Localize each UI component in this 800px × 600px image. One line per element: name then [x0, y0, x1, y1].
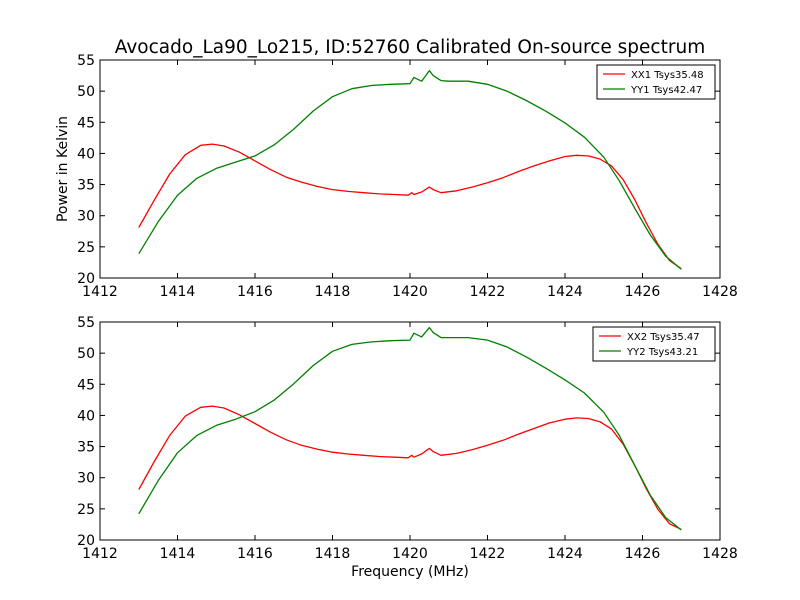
top-panel: 1412 1414 1416 1418 1420 1422 1424 1426 1428 20 25… [55, 53, 738, 300]
x-tick-label: 1416 [237, 546, 273, 562]
y-tick-label: 25 [77, 502, 95, 518]
x-tick-label: 1416 [237, 284, 273, 300]
legend: XX2 Tsys35.47 YY2 Tsys43.21 [592, 326, 716, 362]
x-axis-label: Frequency (MHz) [351, 564, 469, 580]
y-tick-label: 55 [77, 315, 95, 331]
y-tick-label: 25 [77, 240, 95, 256]
series-line-red [138, 143, 682, 270]
y-tick-label: 20 [77, 533, 95, 549]
x-tick-label: 1422 [470, 284, 506, 300]
x-tick-label: 1424 [547, 284, 583, 300]
x-tick-label: 1418 [315, 284, 351, 300]
y-tick-label: 55 [77, 53, 95, 69]
y-tick-label: 20 [77, 271, 95, 287]
y-tick-label: 45 [77, 377, 95, 393]
y-tick-label: 35 [77, 440, 95, 456]
legend-box [592, 326, 716, 362]
x-tick-label: 1414 [160, 546, 196, 562]
x-tick-label: 1412 [82, 546, 118, 562]
y-axis-label: Power in Kelvin [55, 116, 71, 222]
legend-label: XX1 Tsys35.48 [631, 70, 704, 81]
y-tick-label: 35 [77, 178, 95, 194]
x-tick-label: 1418 [315, 546, 351, 562]
legend-box [596, 64, 716, 100]
x-tick-label: 1426 [625, 284, 661, 300]
x-tick-label: 1428 [702, 546, 738, 562]
x-tick-label: 1420 [392, 546, 428, 562]
y-tick-label: 30 [77, 471, 95, 487]
x-tick-label: 1414 [160, 284, 196, 300]
legend-label: XX2 Tsys35.47 [627, 332, 700, 343]
y-tick-label: 50 [77, 346, 95, 362]
y-tick-label: 40 [77, 146, 95, 162]
legend-label: YY1 Tsys42.47 [630, 85, 702, 96]
y-tick-label: 40 [77, 408, 95, 424]
figure-title: Avocado_La90_Lo215, ID:52760 Calibrated … [115, 37, 705, 58]
x-tick-label: 1422 [470, 546, 506, 562]
x-tick-label: 1424 [547, 546, 583, 562]
legend-label: YY2 Tsys43.21 [626, 347, 698, 358]
x-tick-label: 1420 [392, 284, 428, 300]
x-tick-label: 1412 [82, 284, 118, 300]
x-tick-label: 1426 [625, 546, 661, 562]
bottom-panel: 1412 1414 1416 1418 1420 1422 1424 1426 1428 20 25… [77, 315, 738, 580]
series-line-green [138, 69, 682, 270]
y-tick-label: 50 [77, 84, 95, 100]
y-tick-label: 45 [77, 115, 95, 131]
x-tick-label: 1428 [702, 284, 738, 300]
legend: XX1 Tsys35.48 YY1 Tsys42.47 [596, 64, 716, 100]
series-line-green [138, 326, 682, 531]
y-tick-label: 30 [77, 209, 95, 225]
